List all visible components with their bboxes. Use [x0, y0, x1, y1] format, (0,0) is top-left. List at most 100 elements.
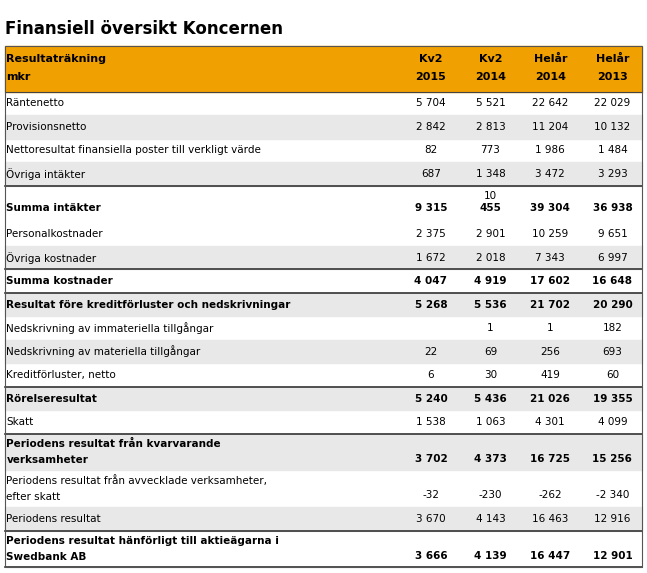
Text: 4 373: 4 373 — [474, 454, 507, 464]
Text: Provisionsnetto: Provisionsnetto — [6, 122, 87, 132]
Text: 2013: 2013 — [597, 72, 628, 82]
Text: 20 290: 20 290 — [593, 300, 632, 309]
Text: 5 704: 5 704 — [416, 99, 446, 108]
Text: 9 651: 9 651 — [598, 229, 627, 239]
Text: -2 340: -2 340 — [596, 490, 629, 500]
Text: 5 521: 5 521 — [476, 99, 505, 108]
Text: 22 642: 22 642 — [532, 99, 569, 108]
Text: 1 063: 1 063 — [476, 417, 505, 427]
Text: Periodens resultat från kvarvarande: Periodens resultat från kvarvarande — [6, 439, 221, 449]
Text: Finansiell översikt Koncernen: Finansiell översikt Koncernen — [5, 20, 283, 38]
Text: Periodens resultat hänförligt till aktieägarna i: Periodens resultat hänförligt till aktie… — [6, 536, 280, 546]
Text: 30: 30 — [484, 370, 497, 380]
Text: 21 026: 21 026 — [531, 394, 570, 403]
Text: 17 602: 17 602 — [531, 276, 570, 286]
Text: 19 355: 19 355 — [593, 394, 632, 403]
Text: 15 256: 15 256 — [593, 454, 632, 464]
Text: 3 666: 3 666 — [415, 551, 447, 560]
Text: 4 301: 4 301 — [536, 417, 565, 427]
Text: Nedskrivning av materiella tillgångar: Nedskrivning av materiella tillgångar — [6, 346, 201, 358]
Text: 2014: 2014 — [475, 72, 506, 82]
Text: Helår: Helår — [534, 54, 567, 64]
Text: 4 047: 4 047 — [414, 276, 448, 286]
Text: 4 099: 4 099 — [598, 417, 627, 427]
Text: Summa kostnader: Summa kostnader — [6, 276, 113, 286]
Text: 9 315: 9 315 — [415, 203, 447, 213]
Text: 22: 22 — [424, 347, 437, 356]
Text: 419: 419 — [540, 370, 560, 380]
Text: Övriga intäkter: Övriga intäkter — [6, 168, 85, 180]
Text: Summa intäkter: Summa intäkter — [6, 203, 101, 213]
Text: 39 304: 39 304 — [531, 203, 570, 213]
Text: 5 536: 5 536 — [474, 300, 507, 309]
Text: 5 436: 5 436 — [474, 394, 507, 403]
Text: 16 447: 16 447 — [530, 551, 571, 560]
Text: Kv2: Kv2 — [479, 54, 502, 64]
Text: 10 259: 10 259 — [532, 229, 569, 239]
Text: Övriga kostnader: Övriga kostnader — [6, 252, 96, 264]
Text: 21 702: 21 702 — [531, 300, 570, 309]
Text: 16 648: 16 648 — [593, 276, 632, 286]
Text: Kv2: Kv2 — [419, 54, 443, 64]
Text: 1 986: 1 986 — [536, 146, 565, 155]
Text: 60: 60 — [606, 370, 619, 380]
Text: 82: 82 — [424, 146, 437, 155]
Text: 2 018: 2 018 — [476, 253, 505, 262]
Text: 3 293: 3 293 — [598, 169, 627, 179]
Text: 12 916: 12 916 — [594, 514, 631, 524]
Text: 69: 69 — [484, 347, 497, 356]
Text: 10: 10 — [484, 191, 497, 201]
Text: 2014: 2014 — [535, 72, 565, 82]
Text: Skatt: Skatt — [6, 417, 34, 427]
Text: 773: 773 — [481, 146, 500, 155]
Text: -262: -262 — [538, 490, 562, 500]
Text: verksamheter: verksamheter — [6, 455, 89, 465]
Text: 3 702: 3 702 — [415, 454, 447, 464]
Text: 687: 687 — [421, 169, 441, 179]
Text: Resultaträkning: Resultaträkning — [6, 54, 107, 64]
Text: -32: -32 — [422, 490, 439, 500]
Text: 2 375: 2 375 — [416, 229, 446, 239]
Text: 3 670: 3 670 — [416, 514, 446, 524]
Text: 1: 1 — [487, 323, 494, 333]
Text: 182: 182 — [602, 323, 622, 333]
Text: 3 472: 3 472 — [536, 169, 565, 179]
Text: -230: -230 — [479, 490, 502, 500]
Text: 16 463: 16 463 — [532, 514, 569, 524]
Text: Kreditförluster, netto: Kreditförluster, netto — [6, 370, 116, 380]
Text: 2 842: 2 842 — [416, 122, 446, 132]
Text: 12 901: 12 901 — [593, 551, 632, 560]
Text: Räntenetto: Räntenetto — [6, 99, 65, 108]
Text: Periodens resultat: Periodens resultat — [6, 514, 101, 524]
Text: 5 240: 5 240 — [415, 394, 447, 403]
Text: Personalkostnader: Personalkostnader — [6, 229, 103, 239]
Text: Resultat före kreditförluster och nedskrivningar: Resultat före kreditförluster och nedskr… — [6, 300, 291, 309]
Text: 22 029: 22 029 — [594, 99, 631, 108]
Text: Rörelseresultat: Rörelseresultat — [6, 394, 97, 403]
Text: 10 132: 10 132 — [594, 122, 631, 132]
Text: 2 813: 2 813 — [476, 122, 505, 132]
Text: 693: 693 — [602, 347, 622, 356]
Text: 36 938: 36 938 — [593, 203, 632, 213]
Text: 256: 256 — [540, 347, 560, 356]
Text: Helår: Helår — [596, 54, 629, 64]
Text: 6: 6 — [428, 370, 434, 380]
Text: 11 204: 11 204 — [532, 122, 569, 132]
Text: 1 348: 1 348 — [476, 169, 505, 179]
Text: 4 919: 4 919 — [474, 276, 507, 286]
Text: 1 672: 1 672 — [416, 253, 446, 262]
Text: 7 343: 7 343 — [536, 253, 565, 262]
Text: 4 139: 4 139 — [474, 551, 507, 560]
Text: 2 901: 2 901 — [476, 229, 505, 239]
Text: 1 484: 1 484 — [598, 146, 627, 155]
Text: mkr: mkr — [6, 72, 31, 82]
Text: 6 997: 6 997 — [598, 253, 627, 262]
Text: 4 143: 4 143 — [476, 514, 505, 524]
Text: efter skatt: efter skatt — [6, 492, 61, 502]
Text: Nedskrivning av immateriella tillgångar: Nedskrivning av immateriella tillgångar — [6, 322, 214, 334]
Text: 16 725: 16 725 — [531, 454, 570, 464]
Text: Nettoresultat finansiella poster till verkligt värde: Nettoresultat finansiella poster till ve… — [6, 146, 261, 155]
Text: 1: 1 — [547, 323, 554, 333]
Text: 5 268: 5 268 — [415, 300, 447, 309]
Text: Swedbank AB: Swedbank AB — [6, 552, 87, 562]
